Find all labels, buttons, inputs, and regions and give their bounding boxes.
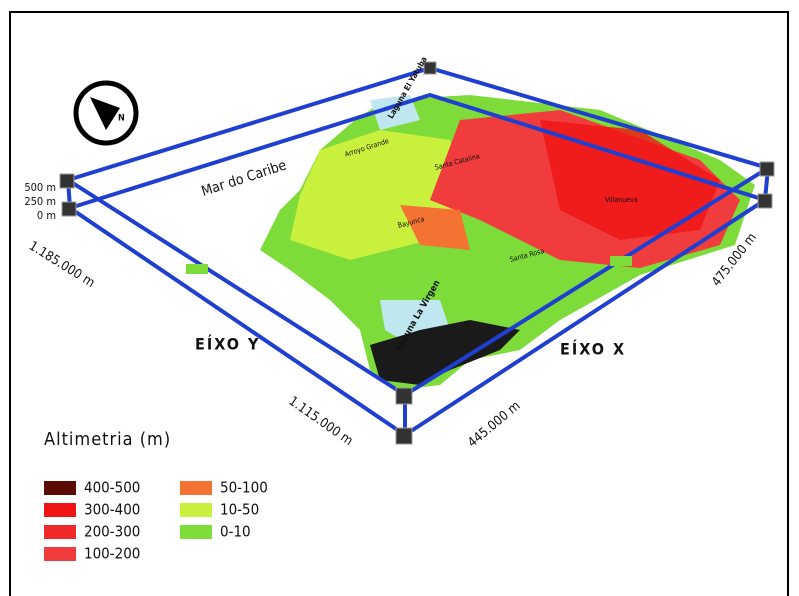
legend-swatch <box>44 481 76 495</box>
axis-value: 1.185.000 m <box>26 239 97 291</box>
legend-label: 200-300 <box>84 523 140 541</box>
axis-value: 1.115.000 m <box>286 394 356 449</box>
legend-label: 0-10 <box>220 523 251 541</box>
height-label: 0 m <box>37 209 56 222</box>
legend-label: 400-500 <box>84 479 140 497</box>
axis-label: EÍXO Y <box>195 335 260 354</box>
north-arrow: N <box>76 83 136 143</box>
map: N Mar do Caribe 500 m 250 m 0 m 1.185.00… <box>0 0 799 596</box>
legend-swatch <box>44 525 76 539</box>
place-label: Villanueva <box>605 196 638 204</box>
legend-swatch <box>180 481 212 495</box>
height-label: 500 m <box>24 181 56 194</box>
legend-swatch <box>44 503 76 517</box>
height-label: 250 m <box>24 195 56 208</box>
terrain <box>260 95 755 390</box>
legend-swatch <box>180 525 212 539</box>
axis-value: 445.000 m <box>465 398 523 450</box>
legend-label: 10-50 <box>220 501 259 519</box>
legend-swatch <box>180 503 212 517</box>
legend-label: 50-100 <box>220 479 268 497</box>
legend-label: 300-400 <box>84 501 140 519</box>
axis-label: EÍXO X <box>560 340 626 359</box>
svg-text:N: N <box>118 114 125 124</box>
legend: 400-500 300-400 200-300 100-200 50-100 10-50 0… <box>44 479 268 563</box>
legend-label: 100-200 <box>84 545 140 563</box>
legend-title: Altimetria (m) <box>44 429 171 450</box>
legend-swatch <box>44 547 76 561</box>
